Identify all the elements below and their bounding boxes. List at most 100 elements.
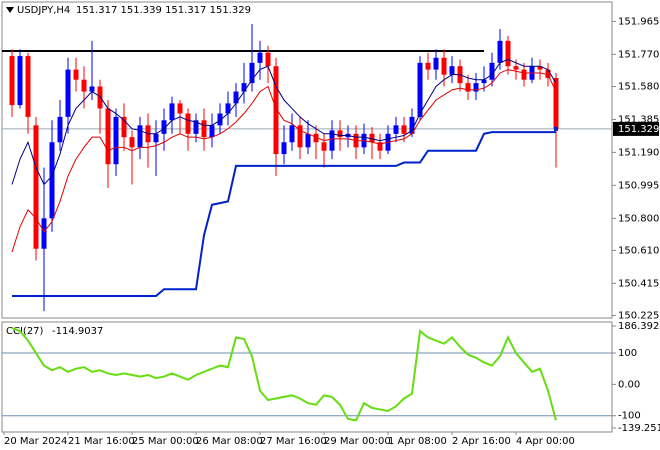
y-tick-label: -100 (618, 411, 641, 422)
candle-body (369, 133, 375, 143)
candle-body (265, 52, 271, 67)
candle-body (177, 103, 183, 114)
x-tick-label: 29 Mar 00:00 (324, 436, 391, 447)
symbol-marker (6, 7, 14, 13)
y-tick-label: -139.2511 (618, 423, 660, 434)
x-tick-label: 26 Mar 08:00 (196, 436, 263, 447)
y-tick-label: 151.965 (618, 16, 659, 27)
candle-body (193, 120, 199, 134)
candle-body (409, 116, 415, 134)
candle-body (241, 83, 247, 92)
x-tick-label: 21 Mar 16:00 (68, 436, 135, 447)
x-tick-label: 4 Apr 00:00 (516, 436, 575, 447)
candle-body (537, 66, 543, 70)
y-tick-label: 150.225 (618, 310, 659, 321)
price-marker (554, 126, 558, 131)
y-tick-label: 150.995 (618, 180, 659, 191)
candle-body (153, 133, 159, 143)
candle-body (521, 69, 527, 80)
candle-body (121, 116, 127, 138)
candle-body (169, 103, 175, 121)
candle-body (65, 69, 71, 117)
cci-line (11, 327, 557, 422)
candle-body (329, 130, 335, 151)
indicator-line (11, 58, 557, 186)
y-tick-label: 150.415 (618, 278, 659, 289)
cci-title: CCI(27) (6, 326, 44, 337)
candle-body (161, 120, 167, 134)
candle-body (313, 133, 319, 143)
candle-body (49, 142, 55, 219)
candle-body (81, 79, 87, 92)
y-tick-label: 150.610 (618, 245, 659, 256)
cci-panel (1, 321, 613, 433)
x-tick-label: 1 Apr 08:00 (388, 436, 447, 447)
candle-body (465, 83, 471, 92)
candle-body (401, 125, 407, 134)
candle-body (513, 66, 519, 70)
x-tick-label: 20 Mar 2024 (4, 436, 67, 447)
candle-body (433, 57, 439, 70)
candle-body (257, 52, 263, 63)
candle-body (425, 62, 431, 70)
candle-body (73, 69, 79, 80)
candle-body (377, 142, 383, 151)
quote: 151.317 151.339 151.317 151.329 (76, 5, 251, 16)
candle-body (505, 40, 511, 67)
cci-value: -114.9037 (52, 326, 103, 337)
candle-body (545, 69, 551, 79)
candle-body (105, 108, 111, 165)
candle-body (441, 57, 447, 75)
candle-body (305, 133, 311, 148)
main-panel (1, 1, 613, 319)
x-tick-label: 25 Mar 00:00 (132, 436, 199, 447)
candle-body (553, 78, 559, 129)
candle-body (209, 125, 215, 138)
x-tick-label: 27 Mar 16:00 (260, 436, 327, 447)
y-tick-label: 151.190 (618, 147, 659, 158)
price-label-box (613, 121, 659, 136)
price-label: 151.329 (618, 124, 659, 135)
chart-title: USDJPY,H4 (17, 5, 70, 16)
y-tick-label: 151.770 (618, 49, 659, 60)
indicator-line (11, 69, 557, 253)
indicator-line (12, 131, 556, 298)
candle-body (281, 142, 287, 155)
candle-body (137, 125, 143, 148)
candle-body (473, 83, 479, 92)
candle-body (321, 142, 327, 151)
y-tick-label: 186.3922 (618, 321, 660, 332)
candle-body (217, 113, 223, 126)
candle-body (185, 113, 191, 134)
y-tick-label: 150.800 (618, 213, 659, 224)
candle-body (113, 116, 119, 165)
candle-body (417, 62, 423, 117)
candle-body (481, 79, 487, 84)
candle-body (201, 120, 207, 138)
candle-body (33, 125, 39, 249)
candle-body (57, 116, 63, 143)
x-tick-label: 2 Apr 16:00 (452, 436, 511, 447)
candle-body (449, 66, 455, 75)
candle-body (233, 91, 239, 104)
candle-body (337, 130, 343, 138)
candle-body (289, 125, 295, 143)
y-tick-label: 151.580 (618, 81, 659, 92)
candle-body (489, 62, 495, 80)
candle-body (129, 137, 135, 148)
candle-body (297, 125, 303, 148)
y-tick-label: 0.00 (618, 379, 640, 390)
candle-body (273, 66, 279, 155)
candle-body (393, 125, 399, 134)
candle-body (89, 86, 95, 92)
y-tick-label: 151.385 (618, 114, 659, 125)
candle-body (497, 40, 503, 63)
candle-body (41, 218, 47, 249)
candle-body (9, 56, 15, 106)
candle-body (25, 56, 31, 117)
y-tick-label: 100 (618, 348, 637, 359)
candle-body (225, 103, 231, 114)
candle-body (249, 62, 255, 84)
candle-body (17, 56, 23, 106)
